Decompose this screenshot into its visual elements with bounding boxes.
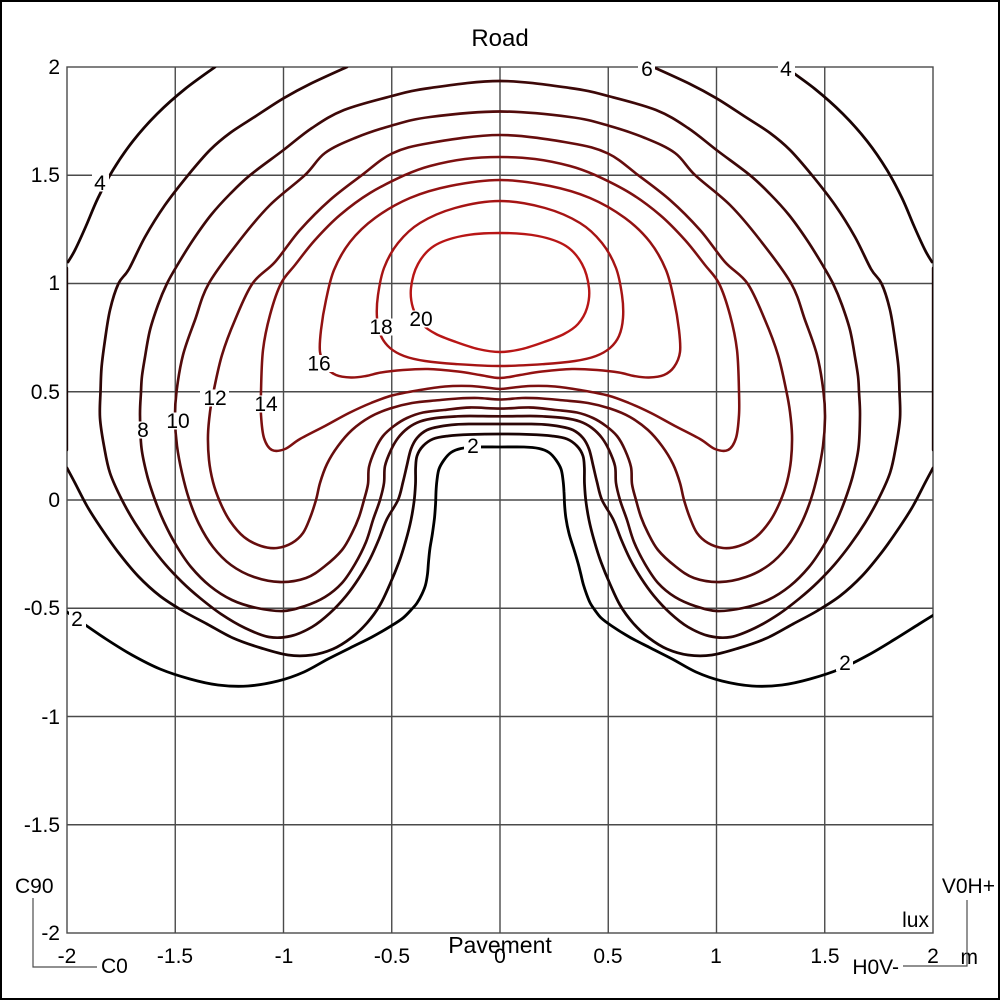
svg-text:4: 4	[780, 58, 792, 81]
svg-text:V0H+: V0H+	[942, 875, 995, 898]
svg-text:1.5: 1.5	[31, 164, 60, 187]
svg-text:12: 12	[203, 387, 226, 410]
svg-text:-2: -2	[41, 922, 60, 945]
svg-text:1: 1	[48, 272, 60, 295]
svg-text:0: 0	[494, 945, 506, 968]
svg-text:2: 2	[467, 435, 479, 458]
svg-text:m: m	[961, 946, 979, 969]
svg-text:10: 10	[166, 410, 189, 433]
svg-text:14: 14	[254, 393, 278, 416]
svg-text:lux: lux	[902, 909, 929, 932]
svg-text:2: 2	[48, 56, 60, 79]
svg-text:8: 8	[137, 419, 149, 442]
svg-text:2: 2	[71, 608, 83, 631]
svg-text:-2: -2	[58, 945, 77, 968]
svg-text:16: 16	[307, 353, 330, 376]
svg-text:0: 0	[48, 489, 60, 512]
svg-text:1.5: 1.5	[810, 945, 839, 968]
svg-text:18: 18	[369, 316, 392, 339]
svg-text:6: 6	[641, 58, 653, 81]
svg-text:1: 1	[710, 945, 722, 968]
svg-text:-0.5: -0.5	[24, 597, 60, 620]
svg-text:20: 20	[409, 308, 432, 331]
svg-text:Road: Road	[471, 25, 528, 52]
svg-text:C0: C0	[101, 955, 128, 978]
svg-text:-1.5: -1.5	[24, 814, 60, 837]
svg-text:2: 2	[839, 652, 851, 675]
svg-text:H0V-: H0V-	[852, 956, 899, 979]
svg-text:2: 2	[927, 945, 939, 968]
svg-text:-1.5: -1.5	[157, 945, 193, 968]
svg-text:4: 4	[94, 172, 106, 195]
svg-text:-1: -1	[41, 706, 60, 729]
svg-text:-0.5: -0.5	[374, 945, 410, 968]
svg-text:0.5: 0.5	[593, 945, 622, 968]
svg-text:C90: C90	[15, 875, 54, 898]
svg-text:0.5: 0.5	[31, 381, 60, 404]
svg-text:-1: -1	[275, 945, 294, 968]
svg-text:Pavement: Pavement	[448, 932, 552, 958]
